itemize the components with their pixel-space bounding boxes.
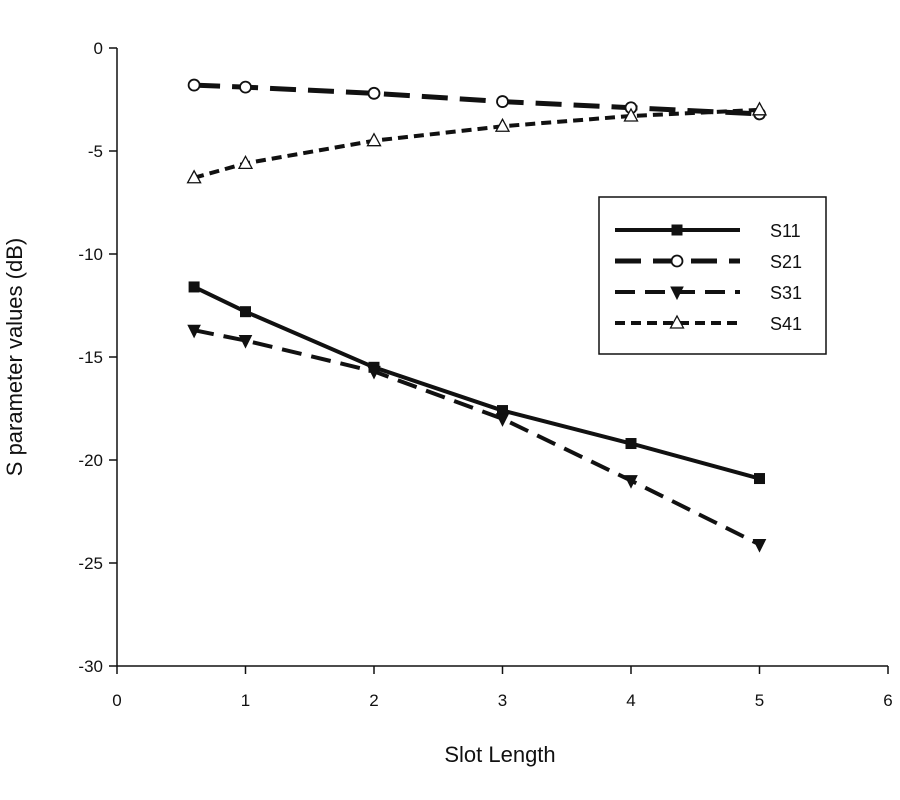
- data-point-triangle-up: [751, 101, 768, 116]
- data-point-triangle-down: [670, 286, 684, 301]
- x-tick-label: 3: [498, 691, 507, 710]
- y-tick-label: 0: [94, 39, 103, 58]
- series-s31: [187, 324, 767, 553]
- data-point-triangle-up: [494, 117, 511, 132]
- data-point-circle: [670, 254, 684, 268]
- legend-label: S21: [770, 252, 802, 272]
- y-tick-label: -10: [78, 245, 103, 264]
- data-point-triangle-up: [366, 132, 382, 147]
- data-point-triangle-down: [752, 538, 767, 553]
- x-tick-label: 2: [369, 691, 378, 710]
- data-point-circle: [367, 86, 381, 100]
- y-axis-title: S parameter values (dB): [2, 238, 27, 476]
- x-tick-label: 1: [241, 691, 250, 710]
- data-point-square: [240, 306, 251, 318]
- data-point-square: [671, 224, 683, 236]
- y-tick-label: -25: [78, 554, 103, 573]
- legend-item-s31: S31: [615, 283, 802, 303]
- legend-item-s41: S41: [615, 314, 802, 334]
- legend-box: [598, 196, 827, 355]
- data-point-triangle-down: [238, 335, 253, 349]
- data-point-triangle-up: [623, 107, 639, 122]
- data-point-triangle-down: [624, 475, 638, 489]
- data-point-square: [188, 281, 200, 293]
- legend-item-s11: S11: [615, 221, 801, 241]
- x-tick-label: 0: [112, 691, 121, 710]
- legend-item-s21: S21: [615, 252, 802, 272]
- legend-label: S11: [770, 221, 801, 241]
- data-point-square: [625, 438, 637, 450]
- y-tick-label: -20: [78, 451, 103, 470]
- x-tick-label: 6: [883, 691, 892, 710]
- data-point-circle: [496, 95, 509, 108]
- series-line: [193, 285, 761, 481]
- data-point-circle: [239, 80, 252, 94]
- series-s41: [186, 101, 768, 184]
- data-point-triangle-up: [237, 154, 254, 170]
- series-line: [193, 82, 760, 117]
- data-point-triangle-up: [186, 169, 202, 184]
- legend: S11 S21 S31 S41: [598, 196, 827, 355]
- legend-label: S41: [770, 314, 802, 334]
- x-axis-title: Slot Length: [444, 742, 555, 767]
- x-tick-label: 4: [626, 691, 635, 710]
- data-point-square: [754, 473, 765, 485]
- y-tick-label: -5: [88, 142, 103, 161]
- series-line: [193, 107, 760, 180]
- series-layer: [186, 78, 768, 553]
- data-point-triangle-down: [187, 324, 201, 339]
- data-point-triangle-down: [495, 413, 510, 427]
- data-point-triangle-up: [669, 314, 685, 329]
- y-tick-label: -30: [78, 657, 103, 676]
- legend-label: S31: [770, 283, 802, 303]
- x-tick-label: 5: [755, 691, 764, 710]
- series-line: [193, 328, 761, 547]
- y-tick-label: -15: [78, 348, 103, 367]
- axes: 0 -5 -10 -15 -20 -25 -30 0 1 2 3 4 5 6: [78, 39, 892, 710]
- data-point-triangle-down: [367, 365, 381, 380]
- data-point-circle: [187, 78, 201, 92]
